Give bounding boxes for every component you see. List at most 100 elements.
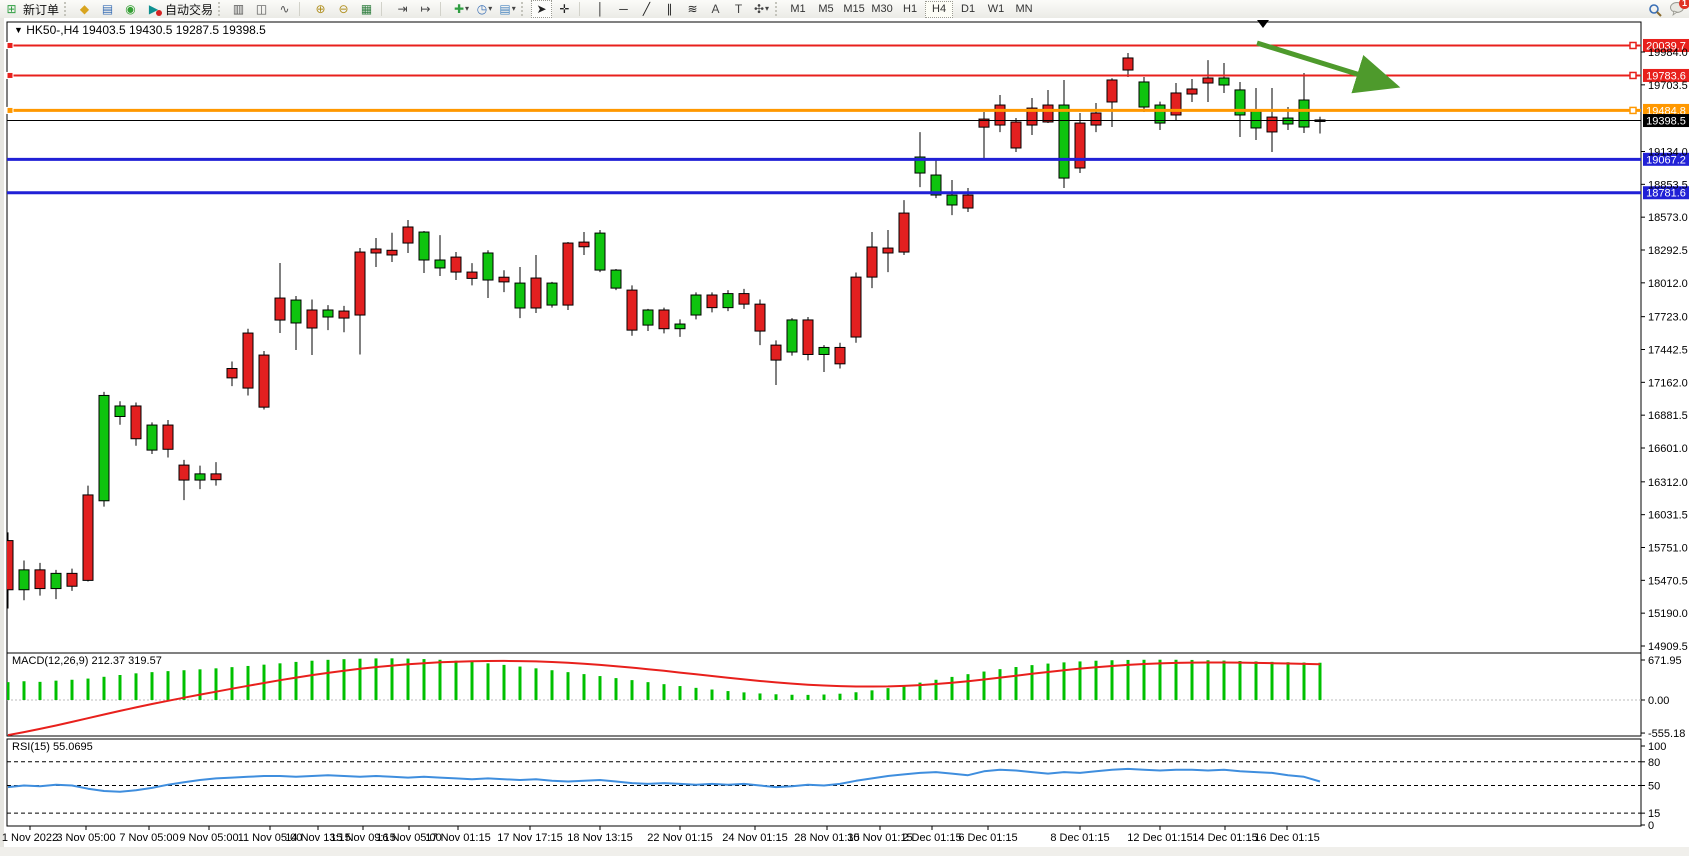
- fibonacci-button[interactable]: ≋: [682, 0, 703, 18]
- hline-resistance-1[interactable]: [6, 41, 1641, 50]
- candle: [498, 270, 510, 293]
- navigator-button[interactable]: ▤: [97, 0, 118, 18]
- macd-bar: [838, 693, 842, 700]
- text-button[interactable]: A: [705, 0, 726, 18]
- macd-bar: [38, 681, 42, 700]
- candle: [690, 292, 702, 320]
- macd-bar: [230, 667, 234, 700]
- macd-bar: [1158, 659, 1162, 700]
- arrows-button[interactable]: ✣ ▾: [751, 0, 772, 18]
- candle: [610, 269, 622, 291]
- chart-shift-button[interactable]: ⇥: [392, 0, 413, 18]
- price-tick-label: 17442.5: [1648, 344, 1688, 356]
- timeframe-m5[interactable]: M5: [818, 2, 834, 15]
- macd-bar: [1254, 661, 1258, 700]
- timeframe-d1[interactable]: D1: [961, 2, 976, 15]
- macd-layer: [7, 658, 1641, 736]
- candle: [642, 308, 654, 332]
- macd-bar: [710, 689, 714, 700]
- macd-bar: [1174, 659, 1178, 700]
- market-watch-button[interactable]: ◆: [74, 0, 95, 18]
- toolbar-separator: [579, 2, 586, 16]
- rsi-indicator-label: RSI(15) 55.0695: [12, 741, 93, 753]
- timeframe-mn[interactable]: MN: [1015, 2, 1033, 15]
- text-label-button[interactable]: T: [728, 0, 749, 18]
- crosshair-button[interactable]: ✛: [554, 0, 575, 18]
- macd-bar: [518, 666, 522, 700]
- macd-bar: [614, 678, 618, 700]
- macd-bar: [422, 659, 426, 700]
- macd-bar: [998, 669, 1002, 700]
- channel-button[interactable]: ∥: [659, 0, 680, 18]
- candle: [1266, 88, 1278, 152]
- current-price-label: 19398.5: [1643, 114, 1689, 128]
- price-tick-label: 15751.0: [1648, 542, 1688, 554]
- time-axis-label: 18 Nov 13:15: [567, 832, 632, 844]
- chart-line-button[interactable]: ∿: [274, 0, 295, 18]
- notification-badge: 1: [1679, 0, 1689, 9]
- auto-scroll-button[interactable]: ↦: [415, 0, 436, 18]
- timeframe-w1[interactable]: W1: [987, 2, 1005, 15]
- macd-bar: [886, 688, 890, 700]
- trendline-button[interactable]: ╱: [636, 0, 657, 18]
- chart-title: ▼ HK50-,H4 19403.5 19430.5 19287.5 19398…: [14, 23, 266, 37]
- templates-button[interactable]: ▤ ▾: [497, 0, 518, 18]
- chat-button[interactable]: 1: [1669, 0, 1689, 19]
- symbol-menu-arrow[interactable]: ▼: [14, 25, 23, 35]
- chart-bars-button[interactable]: ▥: [228, 0, 249, 18]
- chevron-down-icon: ▾: [465, 4, 470, 13]
- macd-bar: [774, 694, 778, 700]
- timeframe-m1[interactable]: M1: [790, 2, 806, 15]
- candle: [626, 285, 638, 336]
- svg-text:19067.2: 19067.2: [1646, 154, 1686, 166]
- search-icon[interactable]: [1648, 3, 1663, 18]
- time-axis-label: 24 Nov 01:15: [722, 832, 787, 844]
- candle: [450, 252, 462, 281]
- svg-text:19398.5: 19398.5: [1646, 116, 1686, 128]
- timeframe-h1[interactable]: H1: [903, 2, 918, 15]
- macd-bar: [646, 682, 650, 700]
- indicators-button[interactable]: ✚ ▾: [451, 0, 472, 18]
- trend-arrow[interactable]: [1256, 40, 1401, 94]
- macd-bar: [966, 674, 970, 700]
- price-label-resistance-2: 19783.6: [1643, 68, 1689, 82]
- macd-bar: [822, 694, 826, 700]
- price-tick-label: 17723.0: [1648, 312, 1688, 324]
- candle: [258, 350, 270, 410]
- candle: [802, 317, 814, 361]
- new-order-label[interactable]: 新订单: [23, 2, 60, 17]
- timeframe-h4[interactable]: H4: [925, 0, 954, 18]
- macd-bar: [854, 692, 858, 700]
- price-tick-label: 18292.5: [1648, 245, 1688, 257]
- new-order-button[interactable]: ⊞: [1, 0, 22, 18]
- time-axis-label: 9 Nov 05:00: [179, 832, 238, 844]
- macd-bar: [86, 678, 90, 700]
- zoom-in-button[interactable]: ⊕: [310, 0, 331, 18]
- candle: [34, 562, 46, 596]
- vertical-line-button[interactable]: │: [590, 0, 611, 18]
- signals-button[interactable]: ◉: [120, 0, 141, 18]
- text-icon: A: [711, 2, 720, 16]
- autotrade-button[interactable]: ▶: [143, 0, 164, 18]
- price-tick-label: 18853.5: [1648, 179, 1688, 191]
- timeframe-m15[interactable]: M15: [843, 2, 865, 15]
- timeframe-m30[interactable]: M30: [871, 2, 893, 15]
- zoom-out-button[interactable]: ⊖: [333, 0, 354, 18]
- candle: [82, 485, 94, 582]
- cursor-button[interactable]: ➤: [531, 0, 553, 18]
- scroll-marker-icon: [1257, 20, 1269, 28]
- periods-button[interactable]: ◷ ▾: [474, 0, 495, 18]
- time-axis-label: 16 Dec 01:15: [1254, 832, 1319, 844]
- chart-canvas[interactable]: 20039.719783.619484.819067.218781.619398…: [0, 18, 1689, 856]
- candle: [50, 569, 62, 600]
- time-axis-label: 6 Dec 01:15: [958, 832, 1017, 844]
- macd-bar: [1270, 661, 1274, 700]
- tile-windows-button[interactable]: ▦: [356, 0, 377, 18]
- horizontal-line-button[interactable]: ─: [613, 0, 634, 18]
- hline-pivot[interactable]: [6, 106, 1641, 115]
- autotrade-label[interactable]: 自动交易: [165, 2, 214, 17]
- macd-bar: [678, 686, 682, 700]
- toolbar-separator: [299, 2, 306, 16]
- chart-candles-button[interactable]: ◫: [251, 0, 272, 18]
- candle: [482, 250, 494, 299]
